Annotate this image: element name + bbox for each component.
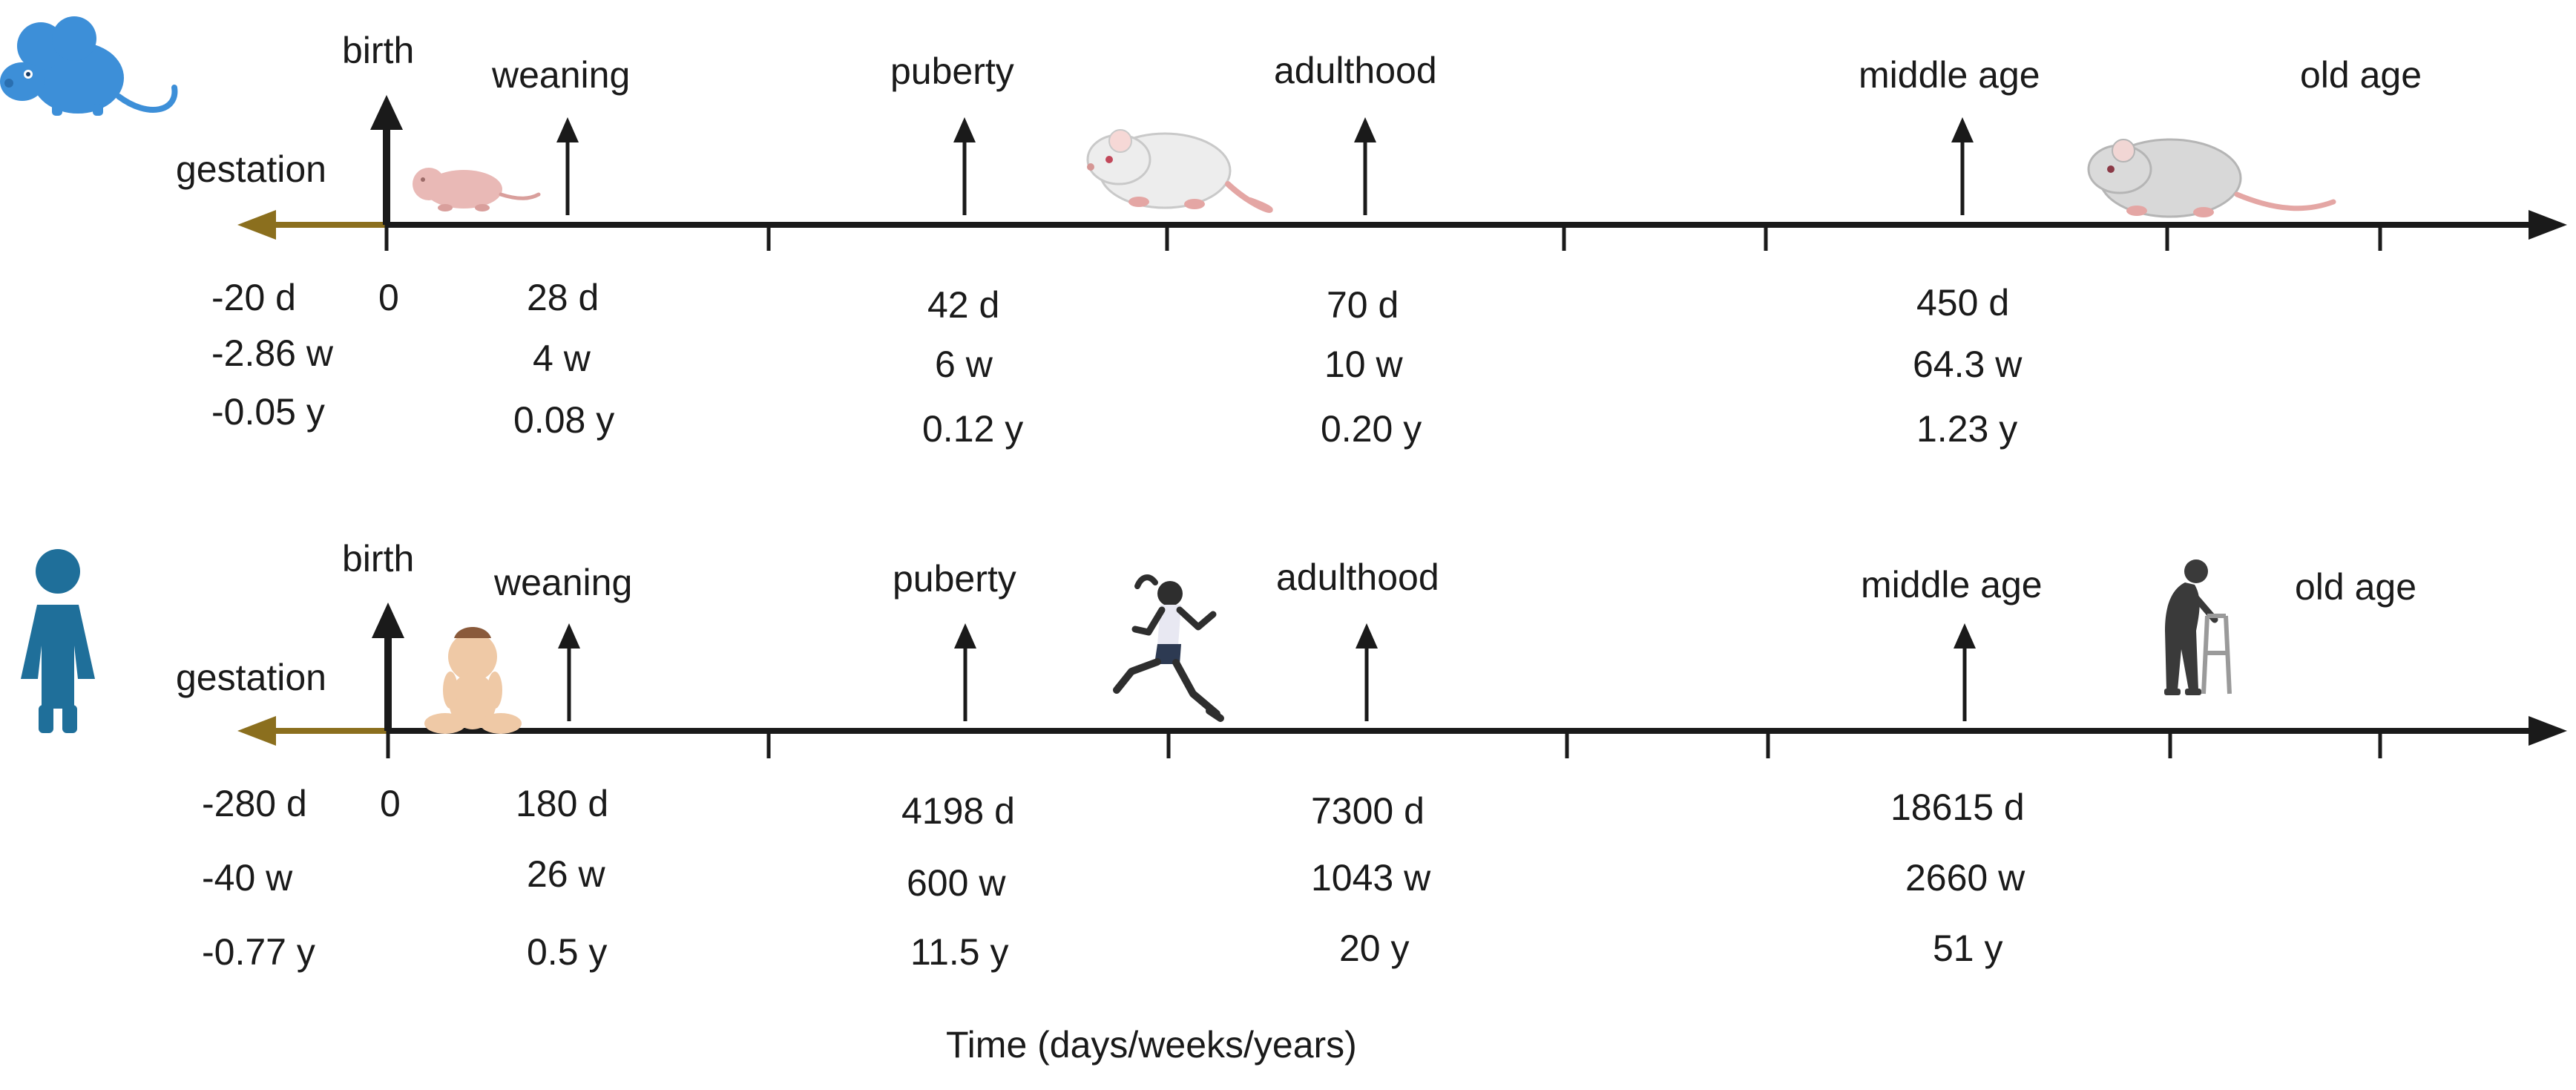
value-years: 11.5 y [910, 931, 1009, 973]
middle-age-label: middle age [1859, 54, 2040, 96]
birth-label: birth [342, 30, 414, 71]
value-days: -20 d [211, 277, 296, 318]
middle-age-values: 450 d 64.3 w 1.23 y [1913, 282, 2023, 450]
value-years: 0.12 y [922, 408, 1023, 450]
value-weeks: 2660 w [1905, 857, 2025, 899]
value-weeks: -40 w [202, 857, 293, 899]
mouse-row: gestation birth weaning puberty adulthoo… [0, 16, 2567, 450]
adulthood-values: 70 d 10 w 0.20 y [1321, 284, 1422, 450]
gestation-arrow [237, 210, 387, 240]
middle-age-label: middle age [1861, 564, 2043, 605]
time-axis [386, 716, 2567, 758]
birth-arrow [370, 95, 403, 225]
gestation-arrow [237, 716, 388, 746]
weaning-arrow [556, 117, 579, 215]
weaning-arrow [558, 623, 580, 721]
value-days: 180 d [516, 783, 608, 824]
puberty-label: puberty [893, 558, 1016, 600]
value-years: 0.20 y [1321, 408, 1422, 450]
value-days: 42 d [927, 284, 999, 326]
value-years: -0.77 y [202, 931, 315, 973]
runner-icon [1113, 574, 1224, 722]
adulthood-arrow [1356, 623, 1378, 721]
birth-value: 0 [378, 277, 399, 318]
value-years: 0.5 y [527, 931, 607, 973]
value-days: -280 d [202, 783, 307, 824]
value-days: 70 d [1327, 284, 1399, 326]
puberty-values: 4198 d 600 w 11.5 y [901, 790, 1015, 973]
woman-icon [21, 549, 95, 733]
gestation-values: -280 d -40 w -0.77 y [202, 783, 315, 973]
middle-age-values: 18615 d 2660 w 51 y [1890, 787, 2025, 969]
value-years: 1.23 y [1916, 408, 2017, 450]
old-age-label: old age [2300, 54, 2422, 96]
value-weeks: 64.3 w [1913, 344, 2023, 385]
adulthood-values: 7300 d 1043 w 20 y [1311, 790, 1431, 969]
value-weeks: -2.86 w [211, 332, 334, 374]
value-weeks: 6 w [935, 344, 993, 385]
value-weeks: 1043 w [1311, 857, 1431, 899]
human-row: gestation birth weaning puberty adulthoo… [21, 538, 2567, 973]
elder-with-walker-icon [2164, 559, 2232, 695]
mouse-icon [0, 16, 178, 116]
middle-age-arrow [1951, 117, 1974, 215]
value-days: 28 d [527, 277, 599, 318]
old-age-label: old age [2295, 566, 2416, 608]
adulthood-label: adulthood [1276, 557, 1439, 598]
puberty-label: puberty [890, 50, 1014, 92]
time-axis [384, 210, 2567, 251]
gestation-label: gestation [176, 148, 326, 190]
puberty-arrow [954, 623, 976, 721]
birth-label: birth [342, 538, 414, 580]
weaning-label: weaning [491, 54, 630, 96]
value-years: -0.05 y [211, 391, 325, 433]
value-weeks: 26 w [527, 853, 606, 895]
puberty-values: 42 d 6 w 0.12 y [922, 284, 1023, 450]
weaning-values: 180 d 26 w 0.5 y [516, 783, 608, 973]
baby-icon [424, 627, 522, 734]
value-weeks: 4 w [533, 338, 591, 379]
value-years: 20 y [1339, 928, 1410, 969]
value-years: 0.08 y [513, 399, 614, 441]
middle-age-arrow [1954, 623, 1976, 721]
birth-value: 0 [380, 783, 401, 824]
puberty-arrow [953, 117, 976, 215]
value-weeks: 600 w [907, 862, 1006, 904]
gestation-label: gestation [176, 657, 326, 698]
value-days: 4198 d [901, 790, 1015, 832]
old-rat-icon [2087, 138, 2336, 218]
value-days: 18615 d [1890, 787, 2025, 828]
value-years: 51 y [1933, 928, 2003, 969]
weaning-label: weaning [493, 562, 632, 603]
value-days: 450 d [1916, 282, 2009, 324]
value-days: 7300 d [1311, 790, 1425, 832]
weaning-values: 28 d 4 w 0.08 y [513, 277, 614, 441]
adult-rat-icon [1086, 129, 1273, 213]
adulthood-label: adulthood [1274, 50, 1437, 91]
pup-icon [413, 168, 541, 211]
adulthood-arrow [1354, 117, 1376, 215]
axis-title: Time (days/weeks/years) [946, 1024, 1357, 1066]
gestation-values: -20 d -2.86 w -0.05 y [211, 277, 334, 433]
value-weeks: 10 w [1324, 344, 1404, 385]
birth-arrow [372, 603, 404, 731]
